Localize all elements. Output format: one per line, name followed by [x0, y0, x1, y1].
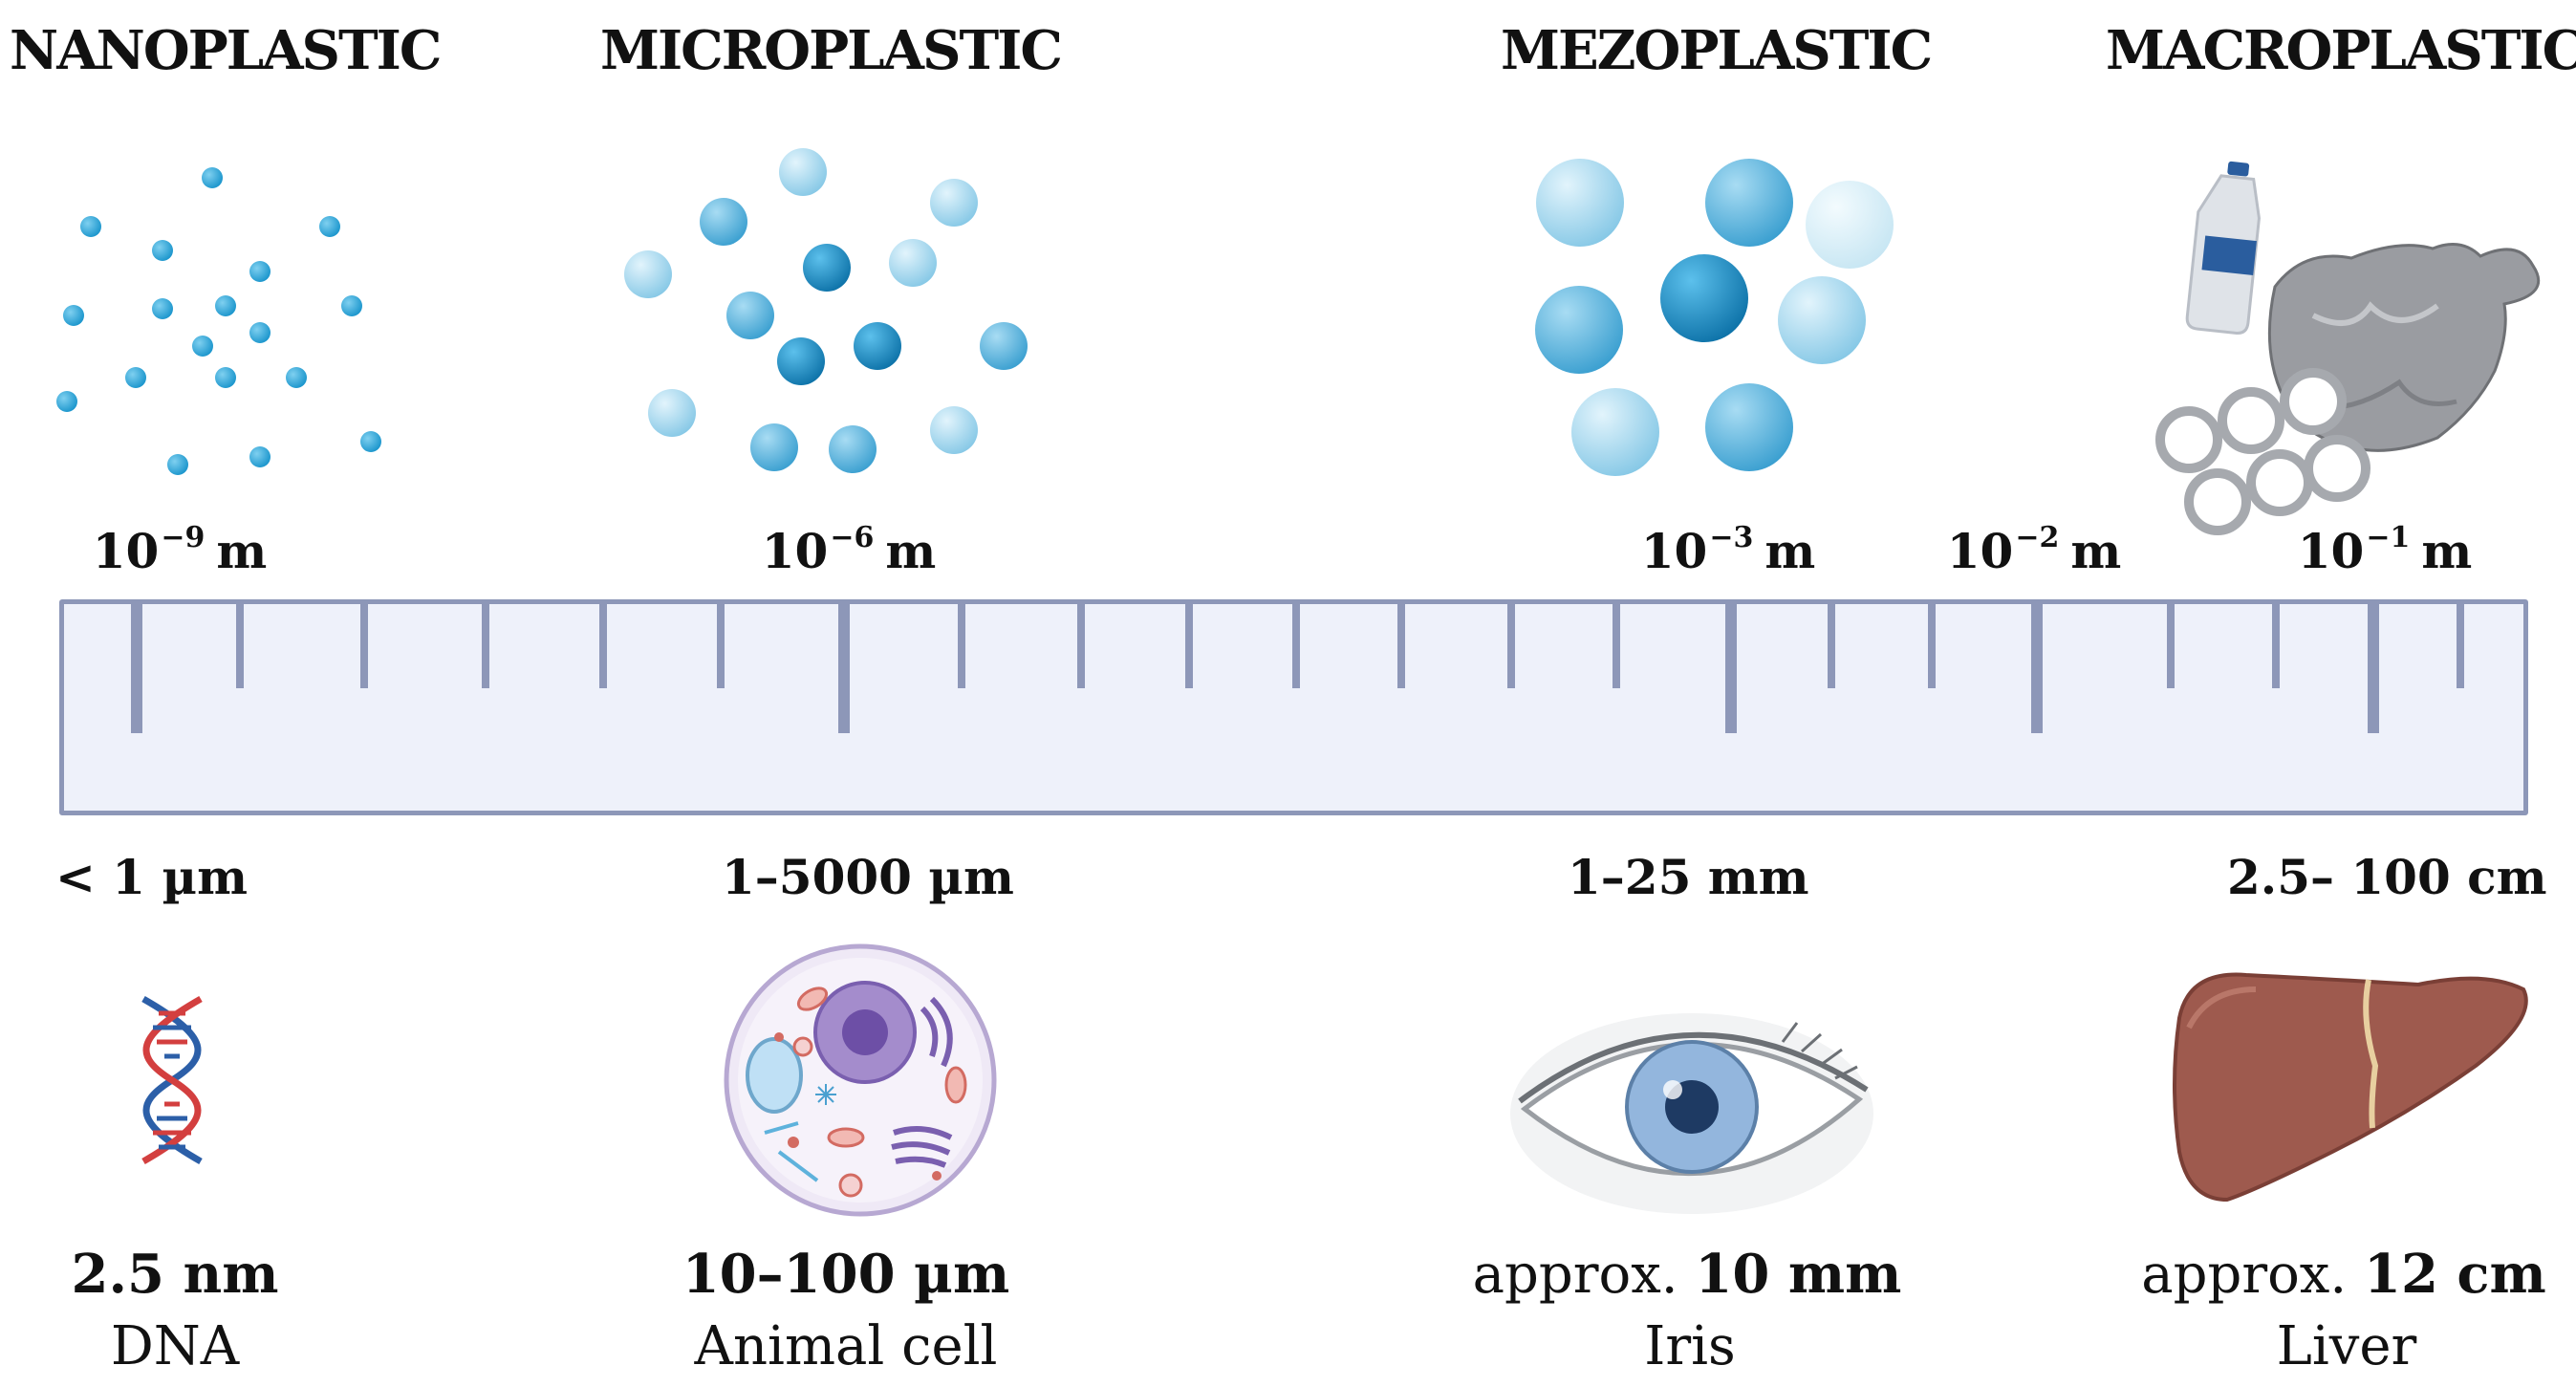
example-name-dna: DNA: [110, 1315, 240, 1377]
ruler-minor-tick: [236, 604, 244, 688]
scale-label-1e-9: 10−9 m: [92, 521, 268, 579]
ruler-minor-tick: [599, 604, 607, 688]
eye-icon: [1510, 1013, 1873, 1214]
ruler-minor-tick: [1185, 604, 1193, 688]
example-size-iris: approx. 10 mm: [1472, 1243, 1902, 1306]
ruler-minor-tick: [2272, 604, 2280, 688]
ruler-minor-tick: [958, 604, 965, 688]
ruler-minor-tick: [1292, 604, 1300, 688]
ruler-minor-tick: [1507, 604, 1515, 688]
ruler-major-tick: [2031, 604, 2043, 733]
category-nanoplastic: NANOPLASTIC: [10, 19, 442, 82]
example-name-iris: Iris: [1644, 1315, 1736, 1377]
range-nanoplastic: < 1 µm: [55, 849, 249, 905]
animal-cell-icon: [724, 943, 997, 1217]
ruler-major-tick: [2368, 604, 2379, 733]
dna-icon: [141, 995, 203, 1165]
example-name-animal-cell: Animal cell: [694, 1315, 998, 1377]
ruler-minor-tick: [717, 604, 725, 688]
example-name-liver: Liver: [2276, 1315, 2417, 1377]
liver-icon: [2173, 972, 2528, 1203]
ruler-major-tick: [1725, 604, 1737, 733]
ruler-minor-tick: [1397, 604, 1405, 688]
range-microplastic: 1–5000 µm: [722, 849, 1014, 905]
ruler-minor-tick: [2457, 604, 2464, 688]
ruler-minor-tick: [1613, 604, 1620, 688]
ruler-minor-tick: [1928, 604, 1936, 688]
ruler-major-tick: [131, 604, 142, 733]
scale-label-1e-1: 10−1 m: [2297, 521, 2473, 579]
example-size-liver: approx. 12 cm: [2141, 1243, 2546, 1306]
ruler-minor-tick: [1077, 604, 1085, 688]
example-size-animal-cell: 10–100 µm: [682, 1243, 1010, 1306]
range-mezoplastic: 1–25 mm: [1568, 849, 1809, 905]
scale-label-1e-3: 10−3 m: [1640, 521, 1816, 579]
category-mezoplastic: MEZOPLASTIC: [1501, 19, 1933, 82]
example-size-dna: 2.5 nm: [71, 1243, 279, 1306]
ruler-major-tick: [838, 604, 850, 733]
ruler-minor-tick: [360, 604, 368, 688]
range-macroplastic: 2.5– 100 cm: [2227, 849, 2547, 905]
category-microplastic: MICROPLASTIC: [600, 19, 1063, 82]
category-macroplastic: MACROPLASTIC: [2106, 19, 2576, 82]
ruler-minor-tick: [482, 604, 489, 688]
scale-label-1e-2: 10−2 m: [1946, 521, 2122, 579]
ruler-minor-tick: [2167, 604, 2175, 688]
scale-label-1e-6: 10−6 m: [761, 521, 937, 579]
size-ruler: [59, 599, 2528, 815]
ruler-minor-tick: [1828, 604, 1835, 688]
